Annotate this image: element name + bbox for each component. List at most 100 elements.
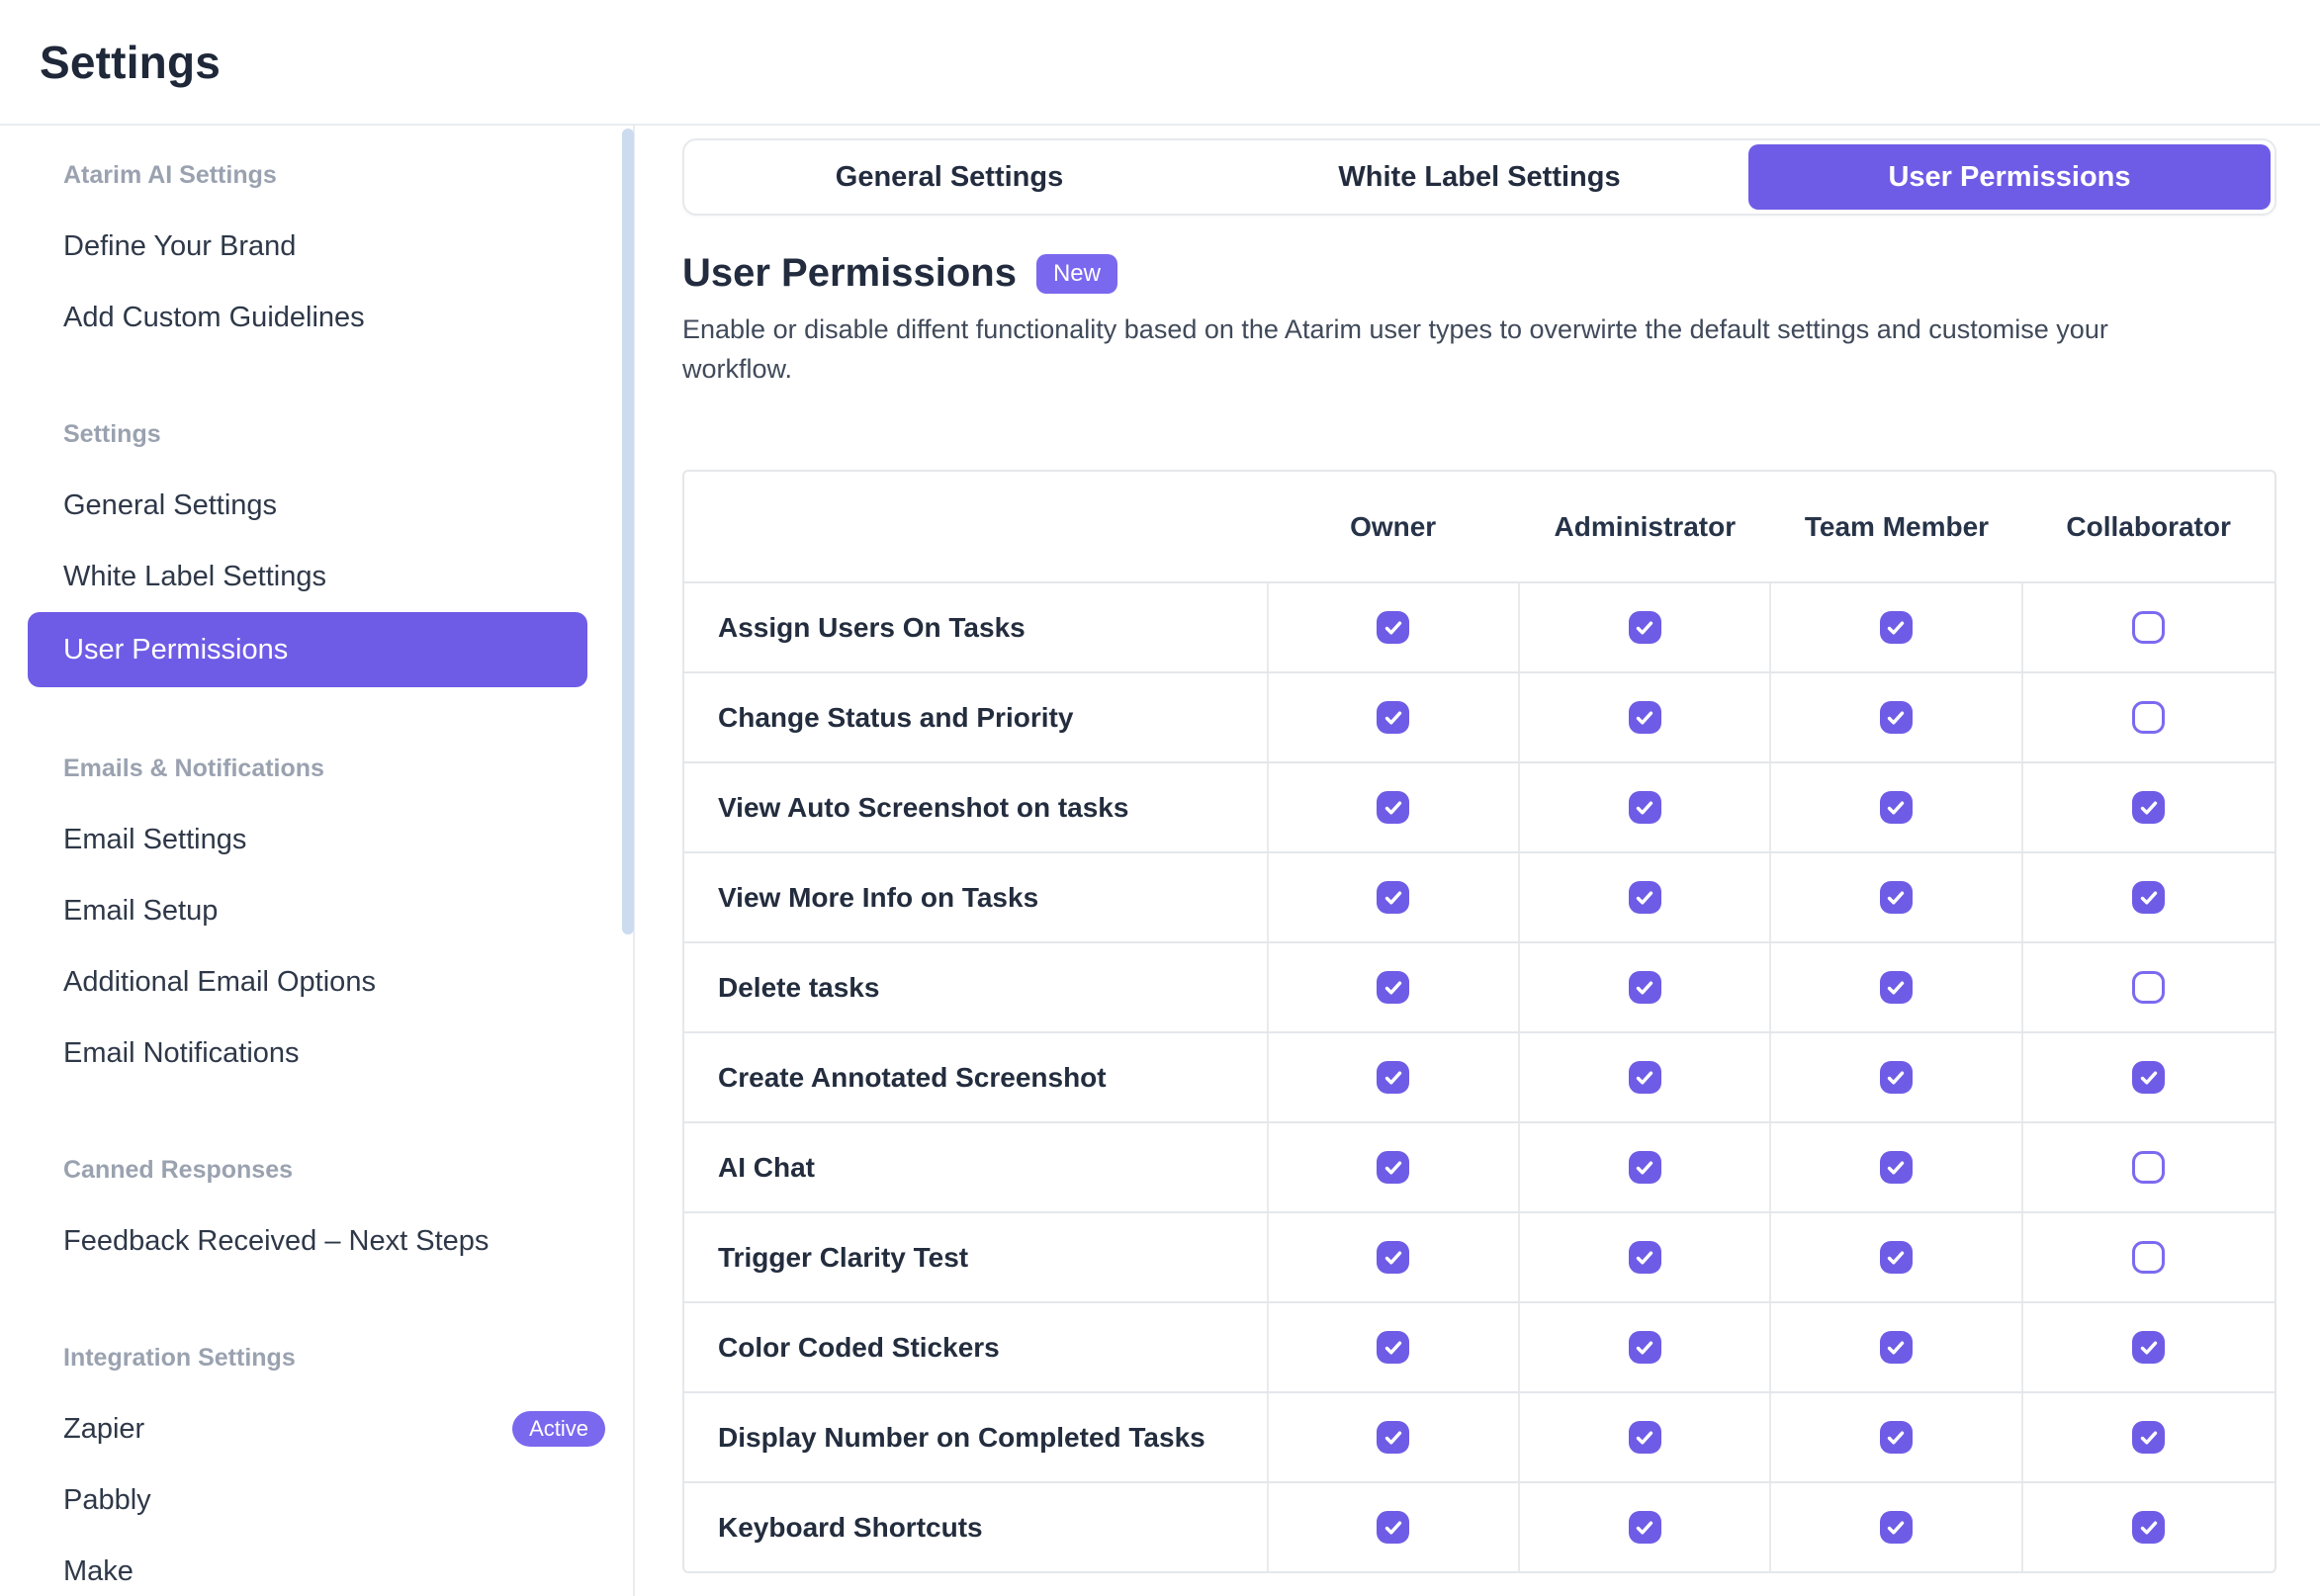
checkbox-cell <box>1266 1123 1518 1211</box>
checkbox-assign-users-on-tasks-team-member[interactable] <box>1879 611 1913 644</box>
checkbox-cell <box>1769 1033 2020 1121</box>
checkbox-view-auto-screenshot-on-tasks-team-member[interactable] <box>1879 791 1913 824</box>
checkbox-create-annotated-screenshot-owner[interactable] <box>1377 1061 1410 1094</box>
tab-white-label-settings[interactable]: White Label Settings <box>1338 160 1621 193</box>
sidebar-scrollbar-thumb[interactable] <box>622 129 634 934</box>
layout: Atarim AI Settings Define Your Brand Add… <box>0 126 2320 1596</box>
settings-tabbar: General Settings White Label Settings User… <box>682 138 2276 216</box>
checkbox-delete-tasks-team-member[interactable] <box>1879 971 1913 1004</box>
checkbox-view-more-info-on-tasks-owner[interactable] <box>1377 881 1410 914</box>
checkbox-trigger-clarity-test-team-member[interactable] <box>1879 1241 1913 1274</box>
checkbox-cell <box>1769 763 2020 851</box>
checkbox-cell <box>2020 853 2275 941</box>
checkbox-view-auto-screenshot-on-tasks-owner[interactable] <box>1377 791 1410 824</box>
checkbox-cell <box>1517 1483 1769 1571</box>
sidebar-item-label: User Permissions <box>63 633 289 665</box>
permission-label: View Auto Screenshot on tasks <box>718 791 1129 823</box>
sidebar-item-feedback-received-next-steps[interactable]: Feedback Received – Next Steps <box>0 1205 633 1277</box>
checkbox-ai-chat-collaborator[interactable] <box>2132 1151 2166 1184</box>
checkbox-create-annotated-screenshot-administrator[interactable] <box>1628 1061 1661 1094</box>
checkbox-trigger-clarity-test-owner[interactable] <box>1377 1241 1410 1274</box>
tab-general-settings[interactable]: General Settings <box>835 160 1064 193</box>
column-header-team-member: Team Member <box>1804 510 1990 542</box>
checkbox-view-more-info-on-tasks-team-member[interactable] <box>1879 881 1913 914</box>
sidebar-item-additional-email-options[interactable]: Additional Email Options <box>0 946 633 1018</box>
permission-label-cell: View More Info on Tasks <box>684 853 1267 941</box>
checkbox-trigger-clarity-test-collaborator[interactable] <box>2132 1241 2166 1274</box>
sidebar-item-zapier[interactable]: Zapier Active <box>0 1393 633 1464</box>
column-header-owner: Owner <box>1350 510 1437 542</box>
sidebar-item-define-your-brand[interactable]: Define Your Brand <box>0 211 633 282</box>
checkbox-cell <box>1266 1033 1518 1121</box>
checkbox-color-coded-stickers-administrator[interactable] <box>1628 1331 1661 1364</box>
sidebar-section-header: Canned Responses <box>63 1155 294 1184</box>
checkbox-cell <box>1517 1123 1769 1211</box>
checkbox-cell <box>1769 1123 2020 1211</box>
checkbox-trigger-clarity-test-administrator[interactable] <box>1628 1241 1661 1274</box>
sidebar-section-header: Atarim AI Settings <box>63 160 277 189</box>
checkbox-change-status-and-priority-collaborator[interactable] <box>2132 701 2166 734</box>
checkbox-change-status-and-priority-team-member[interactable] <box>1879 701 1913 734</box>
column-header-collaborator: Collaborator <box>2066 510 2231 542</box>
checkbox-delete-tasks-administrator[interactable] <box>1628 971 1661 1004</box>
sidebar-item-email-settings[interactable]: Email Settings <box>0 804 633 875</box>
checkbox-keyboard-shortcuts-team-member[interactable] <box>1879 1511 1913 1544</box>
sidebar-item-add-custom-guidelines[interactable]: Add Custom Guidelines <box>0 282 633 353</box>
checkbox-assign-users-on-tasks-collaborator[interactable] <box>2132 611 2166 644</box>
sidebar-item-email-notifications[interactable]: Email Notifications <box>0 1018 633 1089</box>
checkbox-display-number-on-completed-tasks-administrator[interactable] <box>1628 1421 1661 1454</box>
checkbox-assign-users-on-tasks-owner[interactable] <box>1377 611 1410 644</box>
table-row-delete-tasks: Delete tasks <box>684 941 2275 1031</box>
checkbox-keyboard-shortcuts-collaborator[interactable] <box>2132 1511 2166 1544</box>
permission-label-cell: Display Number on Completed Tasks <box>684 1393 1267 1481</box>
checkbox-cell <box>1266 943 1518 1031</box>
checkbox-keyboard-shortcuts-owner[interactable] <box>1377 1511 1410 1544</box>
checkbox-assign-users-on-tasks-administrator[interactable] <box>1628 611 1661 644</box>
permission-label: View More Info on Tasks <box>718 881 1039 913</box>
checkbox-delete-tasks-owner[interactable] <box>1377 971 1410 1004</box>
checkbox-ai-chat-team-member[interactable] <box>1879 1151 1913 1184</box>
tab-user-permissions[interactable]: User Permissions <box>1748 144 2271 210</box>
table-row-view-auto-screenshot-on-tasks: View Auto Screenshot on tasks <box>684 761 2275 851</box>
checkbox-display-number-on-completed-tasks-owner[interactable] <box>1377 1421 1410 1454</box>
sidebar-section: Settings General Settings White Label Se… <box>0 399 633 687</box>
sidebar-item-white-label-settings[interactable]: White Label Settings <box>0 541 633 612</box>
checkbox-ai-chat-administrator[interactable] <box>1628 1151 1661 1184</box>
sidebar-item-label: Feedback Received – Next Steps <box>63 1224 490 1257</box>
checkbox-change-status-and-priority-owner[interactable] <box>1377 701 1410 734</box>
page-header: Settings <box>0 0 2320 126</box>
sidebar-item-general-settings[interactable]: General Settings <box>0 470 633 541</box>
sidebar-item-label: Email Setup <box>63 894 219 927</box>
checkbox-color-coded-stickers-collaborator[interactable] <box>2132 1331 2166 1364</box>
permission-label-cell: Keyboard Shortcuts <box>684 1483 1267 1571</box>
checkbox-cell <box>1517 1213 1769 1301</box>
checkbox-display-number-on-completed-tasks-team-member[interactable] <box>1879 1421 1913 1454</box>
checkbox-cell <box>2020 1483 2275 1571</box>
permission-label-cell: Trigger Clarity Test <box>684 1213 1267 1301</box>
permission-label: Keyboard Shortcuts <box>718 1511 983 1543</box>
checkbox-view-more-info-on-tasks-administrator[interactable] <box>1628 881 1661 914</box>
sidebar-item-user-permissions[interactable]: User Permissions <box>28 612 587 687</box>
sidebar-item-pabbly[interactable]: Pabbly <box>0 1464 633 1536</box>
sidebar-item-email-setup[interactable]: Email Setup <box>0 875 633 946</box>
sidebar-section-header: Emails & Notifications <box>63 754 324 782</box>
checkbox-create-annotated-screenshot-team-member[interactable] <box>1879 1061 1913 1094</box>
sidebar-item-make[interactable]: Make <box>0 1536 633 1596</box>
checkbox-keyboard-shortcuts-administrator[interactable] <box>1628 1511 1661 1544</box>
checkbox-delete-tasks-collaborator[interactable] <box>2132 971 2166 1004</box>
checkbox-create-annotated-screenshot-collaborator[interactable] <box>2132 1061 2166 1094</box>
checkbox-view-more-info-on-tasks-collaborator[interactable] <box>2132 881 2166 914</box>
checkbox-cell <box>1769 1393 2020 1481</box>
checkbox-cell <box>1769 673 2020 761</box>
checkbox-color-coded-stickers-owner[interactable] <box>1377 1331 1410 1364</box>
checkbox-display-number-on-completed-tasks-collaborator[interactable] <box>2132 1421 2166 1454</box>
checkbox-change-status-and-priority-administrator[interactable] <box>1628 701 1661 734</box>
checkbox-view-auto-screenshot-on-tasks-administrator[interactable] <box>1628 791 1661 824</box>
checkbox-view-auto-screenshot-on-tasks-collaborator[interactable] <box>2132 791 2166 824</box>
permission-label-cell: Color Coded Stickers <box>684 1303 1267 1391</box>
checkbox-cell <box>1517 1303 1769 1391</box>
sidebar-item-label: General Settings <box>63 488 278 521</box>
sidebar-section-header: Integration Settings <box>63 1343 296 1372</box>
checkbox-color-coded-stickers-team-member[interactable] <box>1879 1331 1913 1364</box>
checkbox-ai-chat-owner[interactable] <box>1377 1151 1410 1184</box>
